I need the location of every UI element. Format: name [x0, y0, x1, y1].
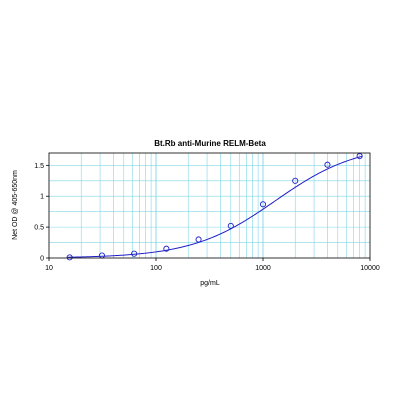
y-tick-label: 1	[40, 194, 44, 201]
data-point	[356, 153, 363, 160]
data-point	[66, 254, 73, 261]
x-tick-label: 10000	[360, 265, 380, 272]
data-point	[195, 236, 202, 243]
x-axis-ticks: 10 100 1000 10000	[45, 258, 380, 272]
fit-curve	[67, 155, 363, 258]
y-axis-ticks: 0 0.5 1 1.5	[34, 163, 49, 263]
data-point	[259, 201, 267, 208]
fit-curve-layer	[67, 155, 363, 258]
chart-title: Bt.Rb anti-Murine RELM-Beta	[154, 139, 266, 148]
x-axis-label: pg/mL	[200, 280, 220, 287]
y-tick-label: 0.5	[34, 225, 44, 232]
data-point	[131, 250, 138, 257]
y-tick-label: 0	[40, 256, 44, 263]
grid-lines	[49, 153, 370, 258]
plot-frame	[48, 152, 371, 259]
data-point	[163, 245, 170, 252]
x-tick-label: 10	[45, 265, 53, 272]
data-point	[324, 161, 331, 168]
data-point	[292, 177, 299, 184]
y-tick-label: 1.5	[34, 163, 44, 170]
x-tick-label: 100	[150, 265, 162, 272]
data-point	[227, 222, 234, 229]
data-points-layer	[66, 153, 363, 261]
y-axis-label: Net OD @ 405-650nm	[12, 170, 19, 240]
x-tick-label: 1000	[255, 265, 271, 272]
